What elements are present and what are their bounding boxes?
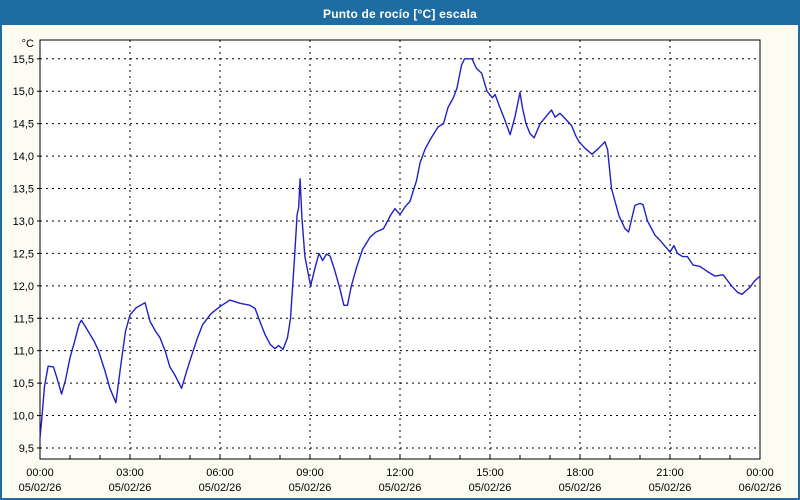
x-tick-date-label: 06/02/26 xyxy=(739,482,782,494)
x-tick-date-label: 05/02/26 xyxy=(289,482,332,494)
y-tick-label: 12,0 xyxy=(13,281,34,293)
x-tick-time-label: 18:00 xyxy=(566,467,594,479)
x-tick-time-label: 00:00 xyxy=(746,467,774,479)
x-tick-date-label: 05/02/26 xyxy=(199,482,242,494)
window-titlebar: Punto de rocío [°C] escala xyxy=(2,2,798,25)
x-tick-time-label: 00:00 xyxy=(26,467,54,479)
x-tick-date-label: 05/02/26 xyxy=(649,482,692,494)
x-tick-date-label: 05/02/26 xyxy=(19,482,62,494)
x-tick-time-label: 12:00 xyxy=(386,467,414,479)
y-tick-label: 15,5 xyxy=(13,54,34,66)
plot-area xyxy=(40,40,760,459)
y-tick-label: 9,5 xyxy=(19,443,34,455)
window-title: Punto de rocío [°C] escala xyxy=(322,6,478,21)
y-tick-label: 14,0 xyxy=(13,151,34,163)
x-tick-time-label: 15:00 xyxy=(476,467,504,479)
x-tick-time-label: 06:00 xyxy=(206,467,234,479)
x-tick-date-label: 05/02/26 xyxy=(379,482,422,494)
y-tick-label: 11,5 xyxy=(13,313,34,325)
x-tick-time-label: 21:00 xyxy=(656,467,684,479)
series-line xyxy=(39,58,761,439)
x-tick-time-label: 09:00 xyxy=(296,467,324,479)
dewpoint-line-chart: 9,5 10,0 10,5 11,0 11,5 12,0 12,5 13,0 13,5 14,0 1… xyxy=(13,38,782,494)
y-tick-label: 10,5 xyxy=(13,378,34,390)
y-tick-label: 14,5 xyxy=(13,119,34,131)
y-tick-label: 13,0 xyxy=(13,216,34,228)
x-tick-date-label: 05/02/26 xyxy=(469,482,512,494)
x-tick-date-label: 05/02/26 xyxy=(559,482,602,494)
y-tick-label: 15,0 xyxy=(13,86,34,98)
x-tick-date-label: 05/02/26 xyxy=(109,482,152,494)
y-tick-label: 13,5 xyxy=(13,184,34,196)
y-axis-unit-label: °C xyxy=(22,38,34,50)
x-tick-time-label: 03:00 xyxy=(116,467,144,479)
chart-area: 9,5 10,0 10,5 11,0 11,5 12,0 12,5 13,0 13,5 14,0 1… xyxy=(2,25,798,498)
y-tick-label: 10,0 xyxy=(13,411,34,423)
plot-border xyxy=(39,39,761,460)
y-tick-label: 11,0 xyxy=(13,346,34,358)
y-tick-label: 12,5 xyxy=(13,248,34,260)
